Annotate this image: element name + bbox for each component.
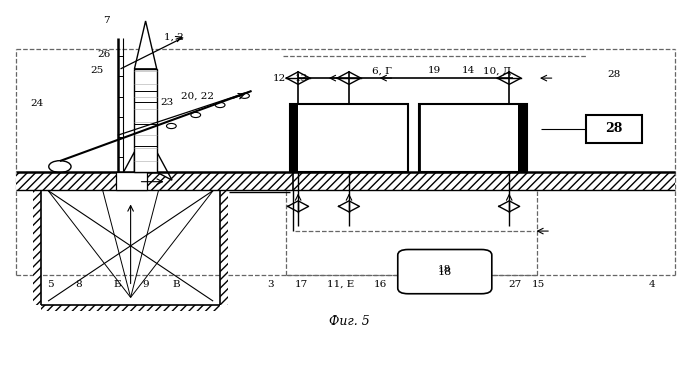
Bar xyxy=(135,69,157,172)
Text: 15: 15 xyxy=(532,280,545,289)
Polygon shape xyxy=(157,152,172,180)
FancyBboxPatch shape xyxy=(398,249,492,294)
Text: 10, Д: 10, Д xyxy=(482,66,511,75)
Text: 24: 24 xyxy=(30,100,43,108)
Text: В: В xyxy=(172,280,180,289)
Bar xyxy=(519,104,526,172)
Bar xyxy=(16,172,675,190)
Text: 3: 3 xyxy=(267,280,274,289)
Text: 20, 22: 20, 22 xyxy=(181,92,214,101)
Bar xyxy=(117,172,147,190)
Text: 16: 16 xyxy=(373,280,387,289)
Text: 14: 14 xyxy=(462,66,475,75)
Text: 5: 5 xyxy=(47,280,54,289)
Text: 25: 25 xyxy=(90,66,103,75)
Text: 7: 7 xyxy=(103,17,110,26)
Text: 12: 12 xyxy=(273,74,286,83)
Text: 13: 13 xyxy=(295,74,309,83)
Polygon shape xyxy=(135,21,157,69)
Text: 23: 23 xyxy=(160,98,173,107)
Text: 18: 18 xyxy=(438,267,452,277)
Text: 11, Е: 11, Е xyxy=(327,280,355,289)
Text: 18: 18 xyxy=(438,265,451,274)
Text: 9: 9 xyxy=(142,280,149,289)
Text: 19: 19 xyxy=(427,66,440,75)
Text: 17: 17 xyxy=(295,280,309,289)
Bar xyxy=(419,104,526,172)
Bar xyxy=(41,305,220,312)
Bar xyxy=(33,187,41,305)
Text: 26: 26 xyxy=(97,50,110,58)
Text: 6, Г: 6, Г xyxy=(373,66,392,75)
Bar xyxy=(586,115,641,142)
Text: 27: 27 xyxy=(508,280,521,289)
Text: 1, 2: 1, 2 xyxy=(163,33,184,42)
Text: Б: Б xyxy=(114,280,121,289)
Bar xyxy=(220,187,228,305)
Text: 28: 28 xyxy=(605,122,623,135)
Text: 4: 4 xyxy=(648,280,655,289)
Text: Фиг. 5: Фиг. 5 xyxy=(329,315,369,328)
Text: 28: 28 xyxy=(607,70,621,79)
Polygon shape xyxy=(119,152,135,180)
Bar xyxy=(290,104,298,172)
Text: 8: 8 xyxy=(75,280,82,289)
Bar xyxy=(290,104,408,172)
